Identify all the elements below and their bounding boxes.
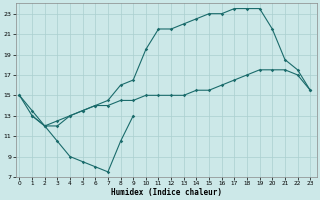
X-axis label: Humidex (Indice chaleur): Humidex (Indice chaleur) xyxy=(111,188,221,197)
